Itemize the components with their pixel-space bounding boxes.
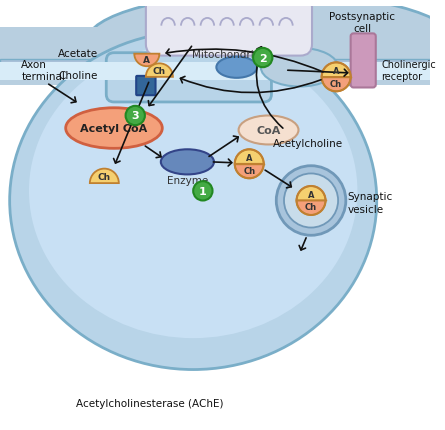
FancyBboxPatch shape xyxy=(106,54,271,103)
Text: Choline: Choline xyxy=(58,71,97,81)
Wedge shape xyxy=(322,78,351,92)
Wedge shape xyxy=(235,150,264,164)
Text: A: A xyxy=(246,154,252,163)
Text: Acetate: Acetate xyxy=(58,49,98,58)
Text: 3: 3 xyxy=(131,111,139,121)
Text: Ch: Ch xyxy=(305,203,317,212)
Text: Ch: Ch xyxy=(330,80,342,89)
Wedge shape xyxy=(235,164,264,179)
Text: Enzyme: Enzyme xyxy=(167,176,208,186)
Text: CoA: CoA xyxy=(256,126,281,135)
Circle shape xyxy=(125,107,145,126)
Text: Acetylcholinesterase (AChE): Acetylcholinesterase (AChE) xyxy=(76,398,223,408)
Wedge shape xyxy=(90,169,119,184)
Text: 1: 1 xyxy=(199,186,207,197)
Ellipse shape xyxy=(87,0,445,90)
Ellipse shape xyxy=(66,108,162,149)
Wedge shape xyxy=(322,63,351,78)
Text: Mitochondrion: Mitochondrion xyxy=(191,50,266,60)
Bar xyxy=(0,28,430,86)
Text: 2: 2 xyxy=(259,53,267,63)
Ellipse shape xyxy=(10,32,377,370)
Circle shape xyxy=(253,49,272,68)
Circle shape xyxy=(193,182,213,201)
Text: Acetyl CoA: Acetyl CoA xyxy=(81,124,148,134)
Ellipse shape xyxy=(216,58,257,79)
Text: A: A xyxy=(308,190,314,199)
Wedge shape xyxy=(146,64,173,78)
Wedge shape xyxy=(296,201,326,215)
Text: A: A xyxy=(143,55,150,64)
Ellipse shape xyxy=(239,116,299,145)
FancyBboxPatch shape xyxy=(136,77,155,96)
Text: Acetylcholine: Acetylcholine xyxy=(273,138,344,148)
Ellipse shape xyxy=(161,150,214,175)
Text: Postsynaptic
cell: Postsynaptic cell xyxy=(329,12,395,34)
Text: Synaptic
vesicle: Synaptic vesicle xyxy=(348,192,393,214)
Text: Ch: Ch xyxy=(153,67,166,76)
Text: Cholinergic
receptor: Cholinergic receptor xyxy=(381,60,436,82)
Ellipse shape xyxy=(29,44,357,338)
Bar xyxy=(0,63,430,80)
Text: Ch: Ch xyxy=(98,173,111,182)
Bar xyxy=(0,60,430,68)
FancyBboxPatch shape xyxy=(351,34,376,88)
Text: A: A xyxy=(333,67,340,76)
Text: Axon
terminal: Axon terminal xyxy=(21,60,65,82)
Wedge shape xyxy=(134,55,159,67)
Text: Ch: Ch xyxy=(243,166,255,175)
Circle shape xyxy=(276,166,346,236)
Ellipse shape xyxy=(261,49,338,87)
Wedge shape xyxy=(296,187,326,201)
Circle shape xyxy=(284,174,338,228)
FancyBboxPatch shape xyxy=(146,0,312,56)
